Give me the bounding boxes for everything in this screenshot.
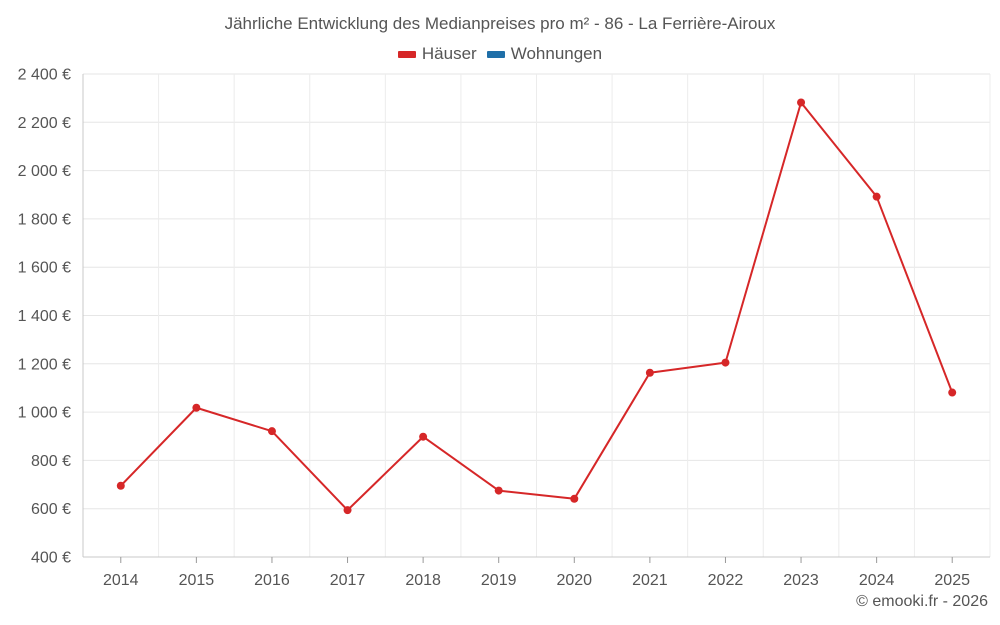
legend-label-haeuser: Häuser — [421, 44, 477, 63]
x-tick-label: 2015 — [179, 572, 215, 589]
x-tick-label: 2019 — [481, 572, 517, 589]
data-point — [797, 98, 806, 107]
y-tick-label: 800 € — [31, 453, 71, 470]
x-tick-label: 2025 — [934, 572, 970, 589]
y-tick-label: 2 400 € — [18, 67, 71, 84]
credit-text: © emooki.fr - 2026 — [856, 593, 988, 610]
data-point — [192, 403, 201, 412]
x-tick-label: 2024 — [859, 572, 895, 589]
data-point — [645, 368, 654, 377]
legend-swatch-wohnungen — [486, 50, 505, 58]
x-tick-label: 2022 — [708, 572, 744, 589]
x-tick-label: 2023 — [783, 572, 819, 589]
y-tick-label: 1 000 € — [18, 405, 71, 422]
legend-swatch-haeuser — [397, 50, 416, 58]
x-tick-label: 2020 — [556, 572, 592, 589]
data-point — [343, 506, 352, 515]
data-point — [267, 427, 276, 436]
data-point — [116, 481, 125, 490]
data-point — [948, 388, 957, 397]
y-tick-label: 400 € — [31, 550, 71, 567]
x-tick-label: 2016 — [254, 572, 290, 589]
chart-title: Jährliche Entwicklung des Medianpreises … — [224, 14, 776, 33]
y-tick-label: 2 000 € — [18, 163, 71, 180]
legend-item-wohnungen[interactable]: Wohnungen — [486, 44, 603, 64]
data-point — [872, 192, 881, 201]
series-line-0 — [120, 101, 954, 512]
x-tick-label: 2017 — [330, 572, 366, 589]
x-tick-label: 2014 — [103, 572, 139, 589]
y-tick-label: 1 400 € — [18, 308, 71, 325]
legend: Häuser Wohnungen — [0, 44, 1000, 64]
data-point — [721, 358, 730, 367]
data-point — [494, 486, 503, 495]
data-point — [419, 432, 428, 441]
y-tick-label: 1 800 € — [18, 211, 71, 228]
x-tick-label: 2021 — [632, 572, 668, 589]
legend-item-haeuser[interactable]: Häuser — [397, 44, 477, 64]
legend-label-wohnungen: Wohnungen — [510, 44, 603, 63]
y-tick-label: 600 € — [31, 501, 71, 518]
x-tick-label: 2018 — [405, 572, 441, 589]
y-tick-label: 1 600 € — [18, 260, 71, 277]
data-point — [570, 494, 579, 503]
y-tick-label: 2 200 € — [18, 115, 71, 132]
y-tick-label: 1 200 € — [18, 356, 71, 373]
